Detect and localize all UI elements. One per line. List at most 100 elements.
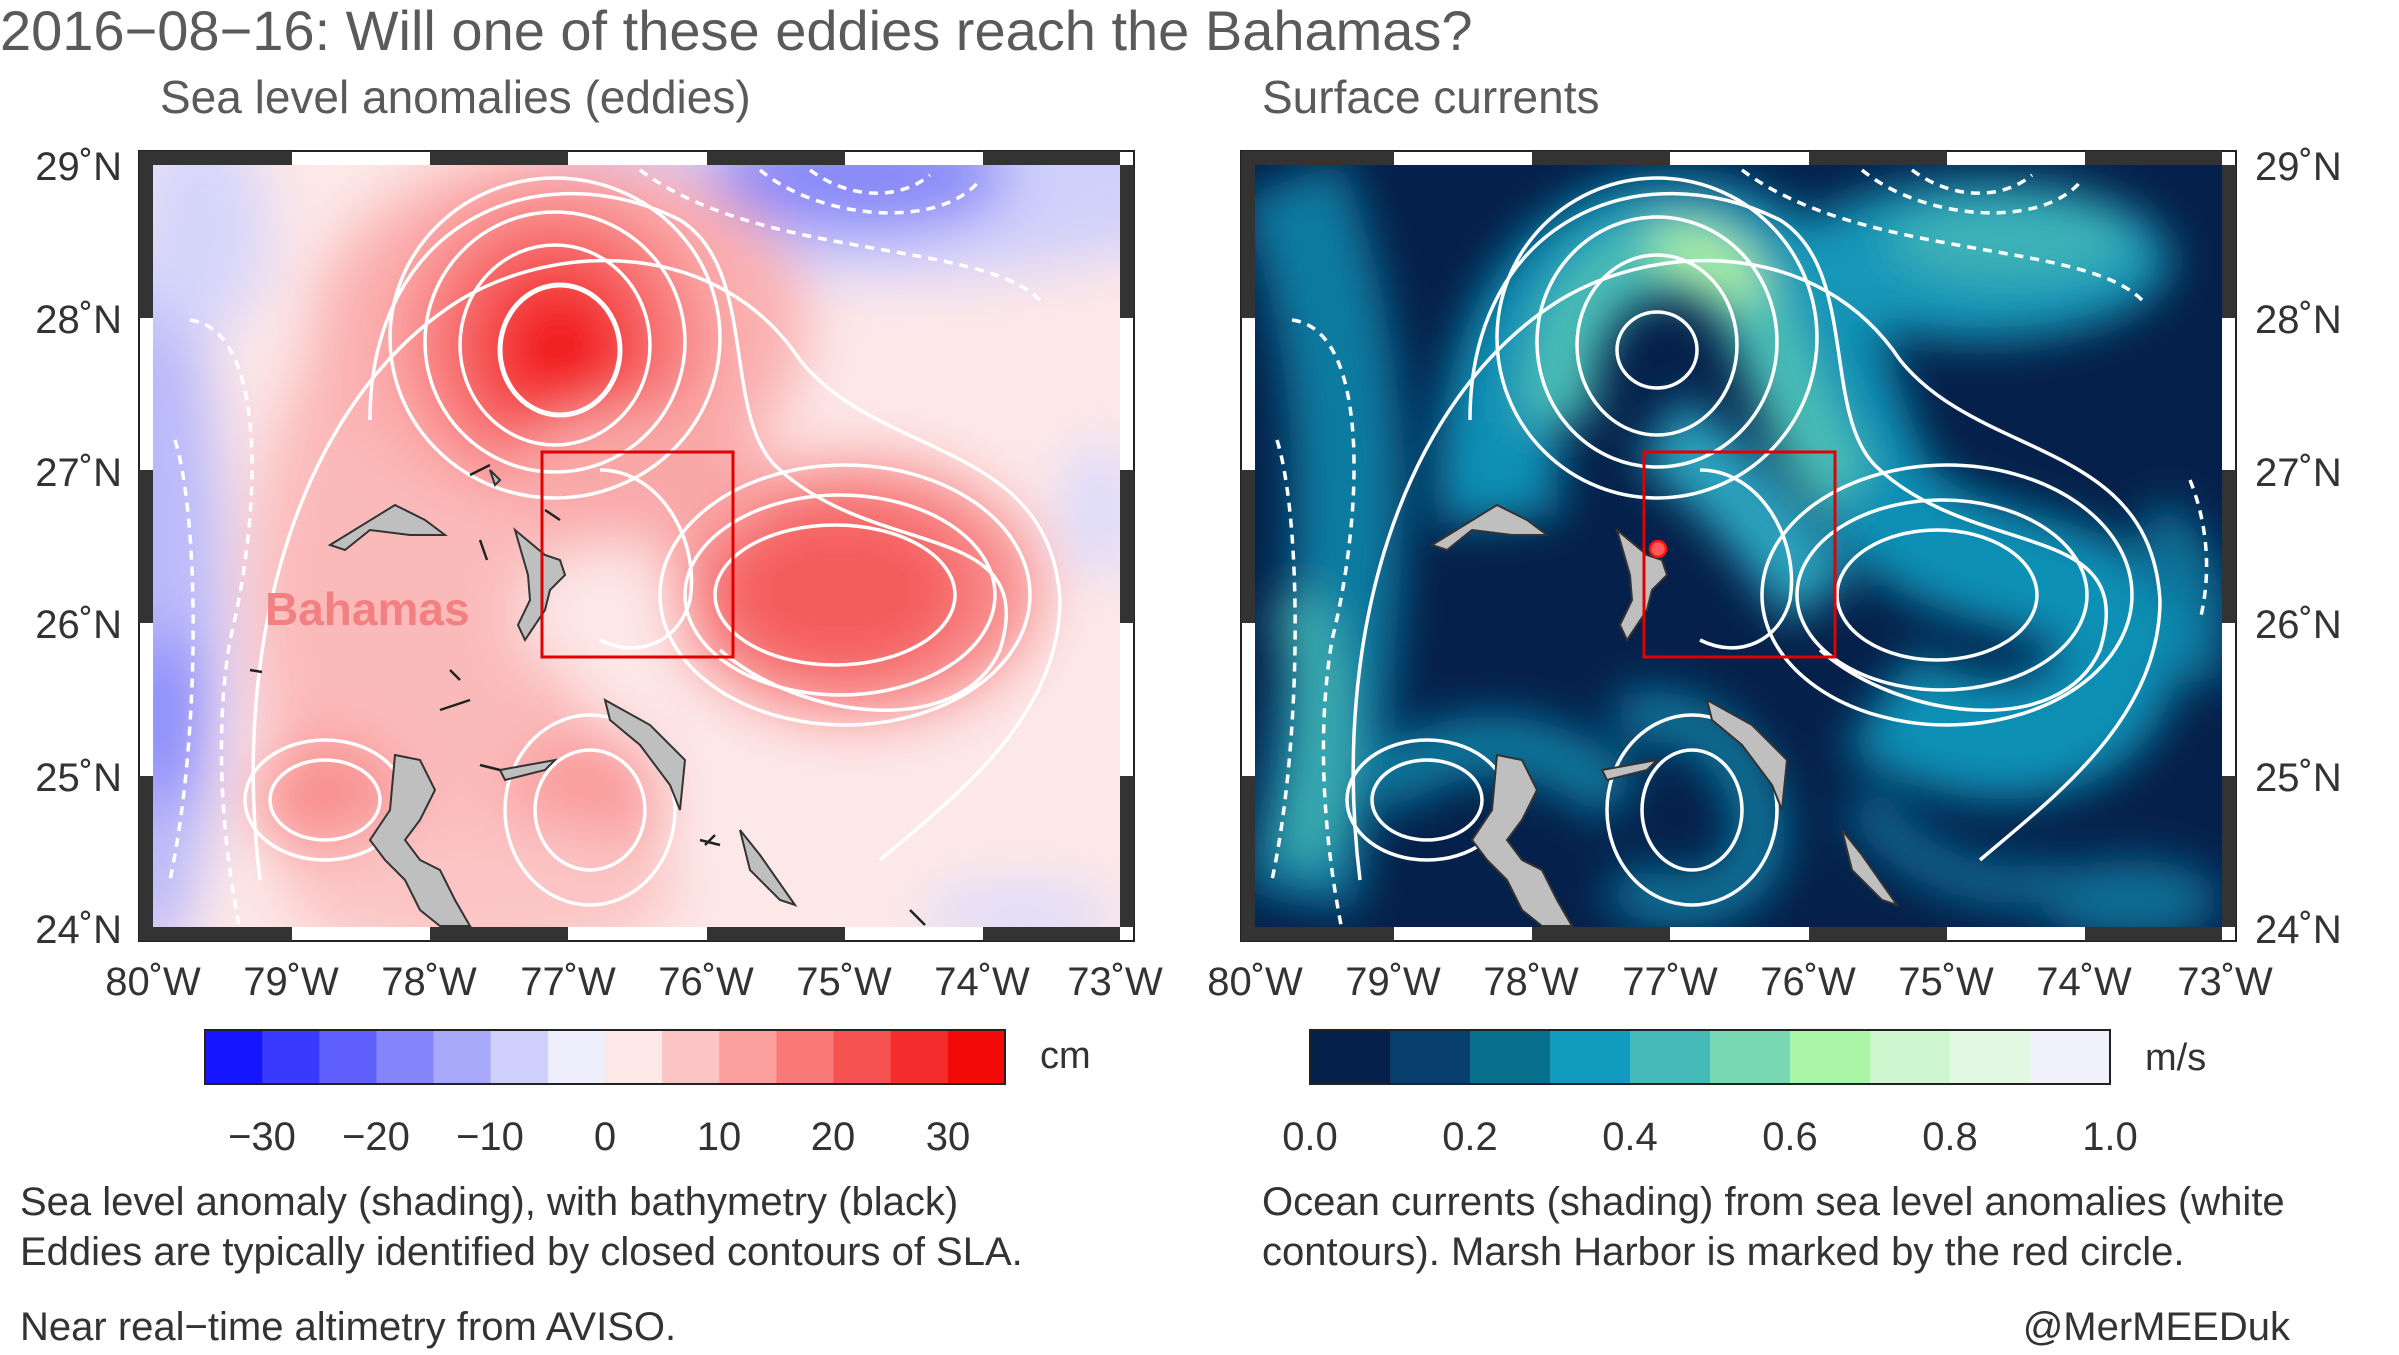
sla-colorbar-swatch: [947, 1030, 1006, 1084]
sla-colorbar-tick: 10: [697, 1115, 742, 1159]
lat-label: 29˚N: [2255, 145, 2342, 189]
marsh-harbor-marker: [1648, 539, 1668, 559]
left-caption-line2: Eddies are typically identified by close…: [20, 1230, 1023, 1274]
lon-label: 79˚W: [1345, 960, 1441, 1004]
currents-map: [1240, 150, 2237, 942]
lon-label: 74˚W: [2036, 960, 2132, 1004]
lon-label: 79˚W: [243, 960, 339, 1004]
currents-colorbar-swatch: [1950, 1030, 2031, 1084]
currents-colorbar-tick: 0.6: [1762, 1115, 1818, 1159]
lat-labels-right: 29˚N 28˚N 27˚N 26˚N 25˚N 24˚N: [2255, 145, 2342, 952]
sla-colorbar-frame: [204, 1029, 1006, 1085]
lat-label: 25˚N: [35, 756, 122, 800]
lon-label: 76˚W: [1760, 960, 1856, 1004]
sla-colorbar-swatch: [433, 1030, 492, 1084]
lat-label: 29˚N: [35, 145, 122, 189]
sla-colorbar-swatch: [205, 1030, 263, 1084]
sla-colorbar-swatch: [319, 1030, 378, 1084]
currents-colorbar-swatch: [1630, 1030, 1711, 1084]
sla-contours: [168, 168, 1062, 927]
sla-colorbar-swatch: [833, 1030, 892, 1084]
lat-label: 27˚N: [2255, 451, 2342, 495]
lat-label: 25˚N: [2255, 756, 2342, 800]
region-label-bahamas: Bahamas: [265, 583, 470, 635]
currents-colorbar-swatch: [1550, 1030, 1631, 1084]
currents-colorbar-tick: 0.0: [1282, 1115, 1338, 1159]
sla-colorbar: cm −30 −20 −10 0 10 20 30: [204, 1029, 1091, 1159]
sla-colorbar-swatch: [776, 1030, 835, 1084]
sla-colorbar-swatch: [605, 1030, 663, 1084]
sla-colorbar-swatches: [205, 1030, 1006, 1084]
lat-label: 28˚N: [35, 298, 122, 342]
focus-region-box: [540, 450, 735, 659]
currents-colorbar-swatch: [1310, 1030, 1391, 1084]
sla-colorbar-swatch: [262, 1030, 320, 1084]
lon-label: 73˚W: [1067, 960, 1163, 1004]
right-caption-line2: contours). Marsh Harbor is marked by the…: [1262, 1230, 2185, 1274]
sla-colorbar-tick: 0: [594, 1115, 616, 1159]
sla-colorbar-swatch: [719, 1030, 778, 1084]
sla-map-border-ticks: [139, 151, 1134, 941]
credit-handle: @MerMEEDuk: [2023, 1305, 2291, 1349]
sla-colorbar-swatch: [890, 1030, 949, 1084]
bathymetry: [249, 463, 926, 926]
lon-label: 75˚W: [796, 960, 892, 1004]
sla-colorbar-tick: 20: [811, 1115, 856, 1159]
sla-colorbar-swatch: [376, 1030, 435, 1084]
lon-label: 80˚W: [105, 960, 201, 1004]
lat-label: 26˚N: [35, 603, 122, 647]
lat-label: 28˚N: [2255, 298, 2342, 342]
lon-label: 75˚W: [1898, 960, 1994, 1004]
bahamas-land: [327, 469, 798, 927]
currents-colorbar-swatch: [1790, 1030, 1871, 1084]
currents-colorbar-swatch: [1710, 1030, 1791, 1084]
currents-sla-contours: [1270, 168, 2209, 927]
sla-colorbar-tick: 30: [926, 1115, 971, 1159]
currents-colorbar-swatches: [1310, 1030, 2111, 1084]
currents-colorbar-swatch: [2030, 1030, 2111, 1084]
sla-colorbar-swatch: [547, 1030, 606, 1084]
currents-colorbar-swatch: [1470, 1030, 1551, 1084]
sla-colorbar-tick: −10: [456, 1115, 524, 1159]
sla-colorbar-tick: −30: [228, 1115, 296, 1159]
lon-labels-left: 80˚W 79˚W 78˚W 77˚W 76˚W 75˚W 74˚W 73˚W: [105, 960, 1163, 1004]
currents-colorbar-tick: 0.8: [1922, 1115, 1978, 1159]
lat-label: 26˚N: [2255, 603, 2342, 647]
lat-label: 24˚N: [35, 908, 122, 952]
focus-region-box-currents: [1642, 450, 1837, 659]
left-caption-line1: Sea level anomaly (shading), with bathym…: [20, 1180, 958, 1224]
sla-map: Bahamas: [138, 150, 1135, 942]
lon-label: 77˚W: [520, 960, 616, 1004]
currents-colorbar-unit: m/s: [2145, 1037, 2206, 1079]
currents-colorbar-tick: 0.4: [1602, 1115, 1658, 1159]
lon-label: 76˚W: [658, 960, 754, 1004]
sla-colorbar-swatch: [662, 1030, 720, 1084]
currents-colorbar-frame: [1309, 1029, 2111, 1085]
lat-label: 27˚N: [35, 451, 122, 495]
lon-label: 78˚W: [381, 960, 477, 1004]
lon-label: 80˚W: [1207, 960, 1303, 1004]
right-caption-line1: Ocean currents (shading) from sea level …: [1262, 1180, 2285, 1224]
lon-label: 77˚W: [1622, 960, 1718, 1004]
currents-colorbar-tick: 1.0: [2082, 1115, 2138, 1159]
sla-colorbar-ticks: −30 −20 −10 0 10 20 30: [228, 1115, 970, 1159]
currents-colorbar-swatch: [1390, 1030, 1471, 1084]
figure-title: 2016−08−16: Will one of these eddies rea…: [0, 0, 1473, 62]
sla-colorbar-unit: cm: [1040, 1035, 1091, 1077]
lat-labels-left: 29˚N 28˚N 27˚N 26˚N 25˚N 24˚N: [35, 145, 122, 952]
currents-colorbar-swatch: [1870, 1030, 1951, 1084]
currents-colorbar: m/s 0.0 0.2 0.4 0.6 0.8 1.0: [1282, 1029, 2206, 1159]
lon-label: 73˚W: [2177, 960, 2273, 1004]
lon-label: 78˚W: [1483, 960, 1579, 1004]
lon-labels-right: 80˚W 79˚W 78˚W 77˚W 76˚W 75˚W 74˚W 73˚W: [1207, 960, 2273, 1004]
data-source: Near real−time altimetry from AVISO.: [20, 1305, 676, 1349]
lon-label: 74˚W: [934, 960, 1030, 1004]
currents-colorbar-tick: 0.2: [1442, 1115, 1498, 1159]
left-subtitle: Sea level anomalies (eddies): [160, 71, 751, 123]
currents-map-border-ticks: [1241, 151, 2236, 941]
sla-colorbar-swatch: [490, 1030, 549, 1084]
right-subtitle: Surface currents: [1262, 71, 1599, 123]
sla-colorbar-tick: −20: [342, 1115, 410, 1159]
lat-label: 24˚N: [2255, 908, 2342, 952]
